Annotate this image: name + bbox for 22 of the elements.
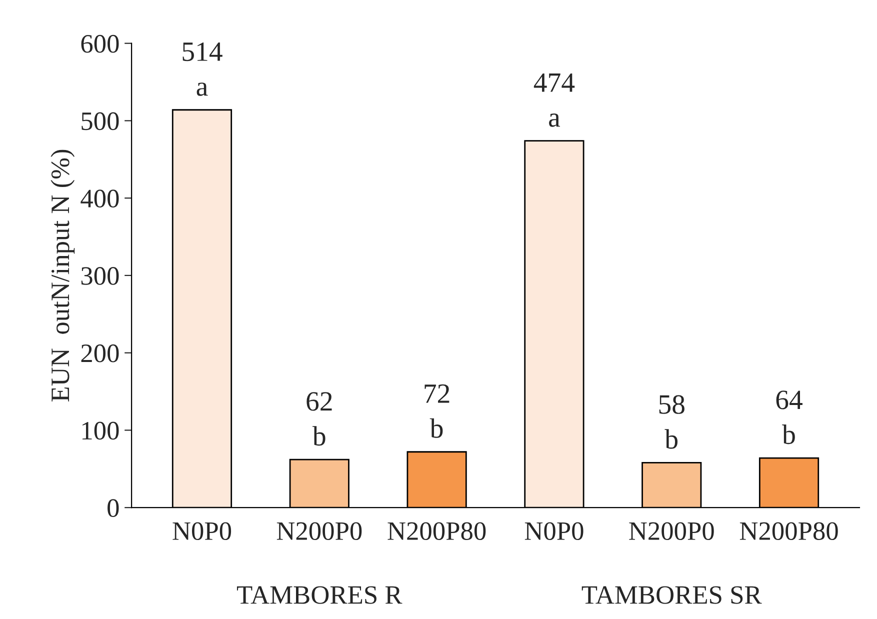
text: TAMBORES SR	[582, 586, 762, 604]
data-label: 64 b	[776, 390, 802, 444]
data-label: 514 a	[182, 42, 222, 96]
y-tick-label: 0	[108, 499, 119, 517]
y-tick-label: 100	[82, 422, 119, 440]
data-label: 58 b	[659, 395, 684, 449]
y-tick-label: 400	[80, 190, 119, 208]
data-label: 72 b	[424, 384, 450, 438]
x-tick-label: N200P80	[740, 522, 838, 540]
y-tick-label: 500	[82, 112, 119, 130]
x-tick-label: N200P0	[629, 522, 714, 540]
y-tick-label: 200	[81, 344, 119, 362]
y-axis-title: EUN outN/input N (%)	[50, 150, 75, 402]
y-tick-label: 600	[81, 34, 119, 53]
x-tick-label: N200P80	[388, 522, 486, 540]
data-label: 474 a	[534, 73, 575, 127]
x-tick-label: N0P0	[172, 522, 232, 540]
x-tick-label: N200P0	[276, 522, 362, 540]
y-tick-label: 300	[81, 267, 119, 285]
data-label: 62 b	[306, 392, 332, 446]
text: TAMBORES R	[236, 586, 402, 604]
x-tick-label: N0P0	[524, 522, 584, 540]
